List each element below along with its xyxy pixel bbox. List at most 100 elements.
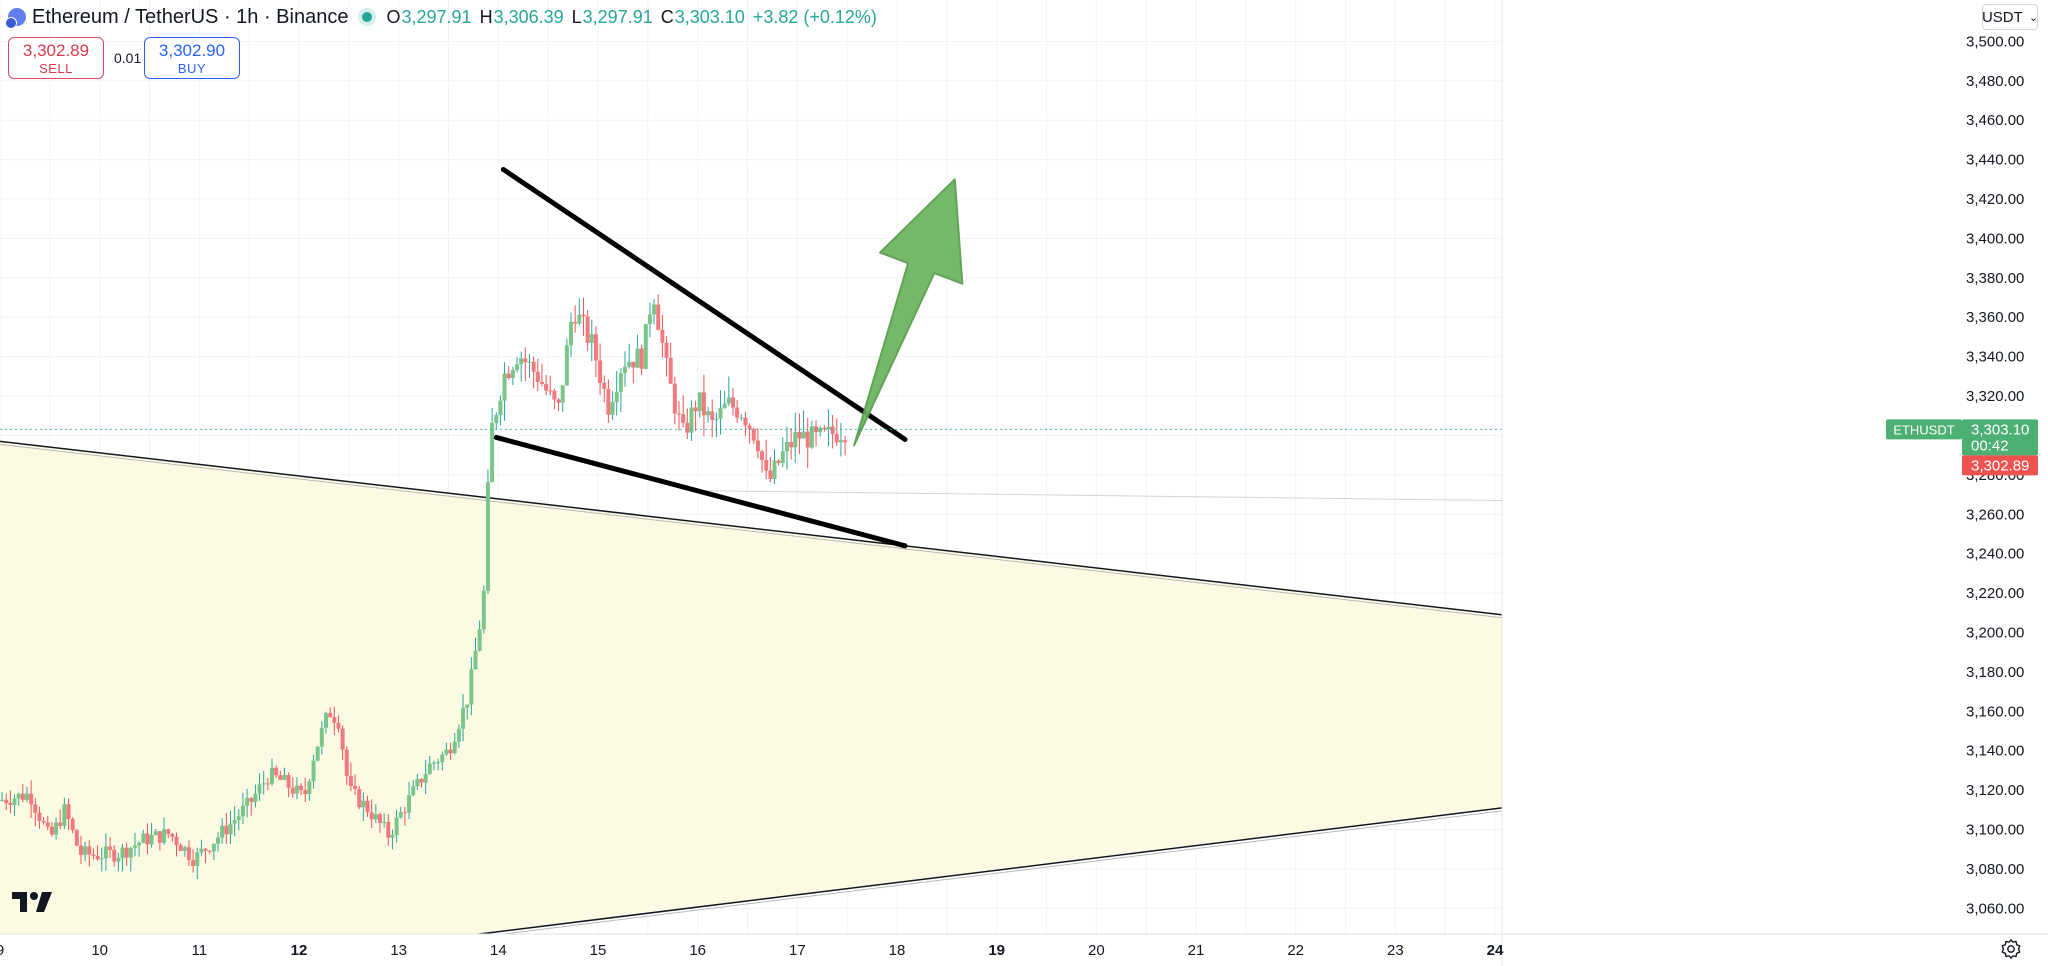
candle-body	[45, 822, 50, 827]
candle-body	[54, 822, 59, 835]
candle-body	[581, 314, 586, 317]
y-tick-label: 3,160.00	[1966, 703, 2024, 720]
candle-body	[240, 805, 245, 817]
sell-button[interactable]: 3,302.89 SELL	[8, 37, 104, 79]
candle-body	[394, 817, 399, 836]
candle-body	[74, 830, 79, 846]
y-tick-label: 3,180.00	[1966, 664, 2024, 681]
candle-body	[436, 762, 441, 764]
close-label: C	[660, 6, 674, 27]
buy-button[interactable]: 3,302.90 BUY	[144, 37, 240, 79]
x-tick-label: 19	[988, 942, 1005, 959]
candle-body	[386, 821, 391, 838]
candle-body	[801, 431, 806, 439]
y-tick-label: 3,260.00	[1966, 506, 2024, 523]
candle-body	[494, 414, 499, 424]
candle-body	[560, 385, 565, 403]
candle-body	[706, 411, 711, 416]
candle-body	[830, 426, 835, 435]
y-tick-label: 3,320.00	[1966, 388, 2024, 405]
candle-body	[112, 849, 117, 862]
candle-body	[552, 390, 557, 400]
candle-body	[336, 722, 341, 729]
candle-body	[780, 451, 785, 463]
candle-body	[357, 788, 362, 808]
candle-body	[328, 713, 333, 718]
countdown-tag: 00:42	[1971, 437, 2009, 454]
last-price-tag-bg	[1962, 419, 2038, 456]
candle-body	[203, 848, 208, 851]
candle-body	[760, 451, 765, 460]
y-tick-label: 3,060.00	[1966, 900, 2024, 917]
open-value: 3,297.91	[401, 6, 472, 27]
channel-line-shadow	[499, 810, 1502, 934]
x-tick-label: 9	[0, 942, 4, 959]
buy-price: 3,302.90	[158, 40, 226, 60]
y-tick-label: 3,100.00	[1966, 822, 2024, 839]
close-value: 3,303.10	[674, 6, 745, 27]
candle-body	[245, 798, 250, 806]
candle-body	[8, 803, 13, 805]
channel-line-shadow	[0, 443, 1502, 619]
y-tick-label: 3,080.00	[1966, 861, 2024, 878]
candle-body	[805, 431, 810, 448]
candle-body	[668, 357, 673, 384]
candle-body	[826, 426, 831, 430]
candle-body	[490, 423, 495, 483]
candle-body	[772, 460, 777, 479]
candle-body	[286, 774, 291, 788]
currency-selector[interactable]: USDT ⌄	[1982, 4, 2038, 30]
candle-body	[809, 426, 814, 448]
symbol-tag: ETHUSDT	[1893, 422, 1954, 437]
candle-body	[141, 833, 146, 843]
candle-body	[639, 348, 644, 369]
candle-body	[793, 431, 798, 448]
candle-body	[382, 821, 387, 823]
candle-body	[145, 833, 150, 845]
candle-body	[461, 707, 466, 729]
candle-body	[722, 403, 727, 408]
candle-body	[191, 860, 196, 866]
candle-body	[768, 470, 773, 479]
candle-body	[523, 358, 528, 363]
tradingview-logo-icon[interactable]	[12, 892, 52, 912]
symbol-title[interactable]: Ethereum / TetherUS · 1h · Binance	[32, 5, 349, 28]
candle-body	[340, 728, 345, 750]
candle-body	[307, 781, 312, 794]
candle-body	[137, 842, 142, 846]
candle-body	[315, 746, 320, 761]
x-tick-label: 17	[789, 942, 806, 959]
candle-body	[652, 304, 657, 315]
y-tick-label: 3,500.00	[1966, 33, 2024, 50]
candle-body	[448, 749, 453, 754]
x-tick-label: 22	[1287, 942, 1304, 959]
candle-body	[87, 846, 92, 855]
candle-body	[726, 397, 731, 404]
candle-body	[415, 778, 420, 787]
reference-line	[697, 490, 1502, 501]
market-status-icon[interactable]	[362, 12, 373, 22]
ohlc-values: O3,297.91 H3,306.39 L3,297.91 C3,303.10 …	[386, 7, 876, 28]
candle-body	[477, 629, 482, 651]
y-tick-label: 3,440.00	[1966, 152, 2024, 169]
candle-body	[631, 361, 636, 368]
candle-body	[614, 391, 619, 403]
x-tick-label: 10	[91, 942, 108, 959]
candle-body	[95, 855, 100, 860]
candle-body	[693, 407, 698, 412]
candle-body	[473, 650, 478, 670]
settings-gear-icon[interactable]	[2000, 938, 2022, 960]
channel-zone	[0, 441, 1502, 934]
candle-body	[132, 845, 137, 848]
candle-body	[228, 823, 233, 835]
candle-body	[332, 717, 337, 723]
candle-body	[751, 428, 756, 441]
candle-body	[710, 411, 715, 420]
candle-body	[618, 373, 623, 392]
change-value: +3.82 (+0.12%)	[752, 6, 877, 27]
candle-body	[535, 371, 540, 382]
y-tick-label: 3,140.00	[1966, 743, 2024, 760]
candle-body	[402, 812, 407, 814]
x-tick-label: 11	[192, 942, 208, 959]
